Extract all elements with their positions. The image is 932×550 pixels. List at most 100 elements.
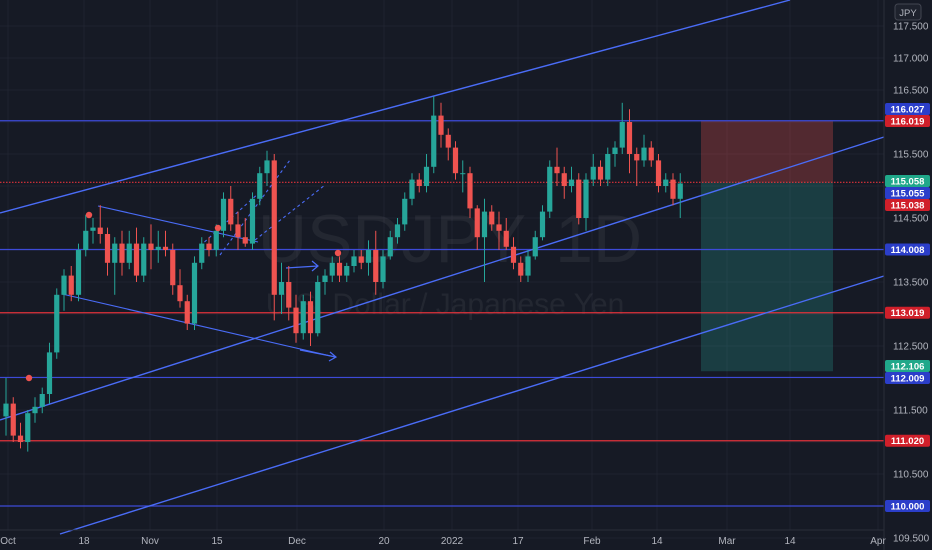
candle-body bbox=[365, 250, 372, 263]
candle-body bbox=[525, 256, 531, 276]
candle-body bbox=[351, 256, 357, 266]
take-profit-zone bbox=[701, 182, 833, 372]
price-badge bbox=[885, 306, 930, 319]
candle-body bbox=[409, 179, 415, 199]
trendline-drawings[interactable] bbox=[0, 0, 885, 535]
candle-body bbox=[677, 183, 683, 199]
price-badge bbox=[885, 360, 930, 372]
price-badge-label: 113.019 bbox=[891, 308, 925, 319]
price-tick-label: 111.500 bbox=[893, 406, 928, 417]
time-tick-label: Nov bbox=[141, 536, 159, 547]
candle-body bbox=[46, 352, 53, 394]
channel-trendline bbox=[59, 275, 885, 535]
time-tick-label: 20 bbox=[378, 536, 390, 547]
position-tool[interactable] bbox=[701, 120, 833, 372]
candle-body bbox=[474, 208, 480, 238]
candle-body bbox=[634, 154, 640, 161]
time-axis[interactable]: Oct 18 Nov 15 Dec 20 2022 17 Feb 14 Mar 14 Apr bbox=[0, 529, 886, 547]
candle-body bbox=[518, 262, 524, 276]
time-tick-label: Mar bbox=[718, 536, 736, 547]
candle-body bbox=[590, 166, 596, 180]
signal-dot bbox=[214, 224, 222, 232]
candle-body bbox=[438, 115, 444, 135]
candle-body bbox=[539, 211, 546, 238]
candle-body bbox=[177, 285, 183, 302]
candles-layer bbox=[3, 96, 683, 452]
time-tick-label: 2022 bbox=[441, 536, 464, 547]
candle-body bbox=[329, 262, 335, 276]
stop-loss-zone bbox=[701, 120, 833, 183]
pattern-trendline bbox=[219, 159, 291, 256]
currency-label-box[interactable]: JPY bbox=[894, 3, 922, 21]
price-badge bbox=[885, 115, 930, 127]
price-badge bbox=[885, 434, 930, 447]
candle-body bbox=[61, 275, 67, 295]
candle-body bbox=[503, 230, 509, 247]
time-tick-label: 15 bbox=[211, 536, 223, 547]
candle-body bbox=[670, 179, 676, 199]
candle-body bbox=[315, 282, 321, 334]
candle-body bbox=[597, 166, 604, 180]
candle-body bbox=[119, 243, 125, 263]
candle-body bbox=[112, 243, 118, 263]
price-badge-label: 112.106 bbox=[891, 361, 925, 372]
candle-body bbox=[162, 246, 169, 250]
candle-body bbox=[264, 160, 270, 174]
time-tick-label: Apr bbox=[870, 536, 886, 547]
candle-body bbox=[619, 122, 625, 148]
price-badge-label: 116.027 bbox=[891, 104, 925, 115]
channel-trendline bbox=[0, 136, 885, 421]
candle-body bbox=[344, 266, 350, 276]
candle-body bbox=[612, 147, 618, 154]
candle-body bbox=[104, 234, 111, 263]
candle-body bbox=[39, 394, 45, 407]
price-badge-label: 115.055 bbox=[891, 188, 926, 199]
candle-body bbox=[663, 179, 669, 186]
candle-body bbox=[481, 211, 488, 238]
price-tick-label: 110.500 bbox=[893, 470, 929, 481]
candle-body bbox=[213, 230, 219, 250]
currency-label: JPY bbox=[899, 8, 917, 19]
price-badge bbox=[885, 372, 930, 384]
candle-body bbox=[307, 301, 314, 334]
price-badge bbox=[885, 187, 930, 199]
price-badge bbox=[885, 175, 930, 187]
time-tick-label: 17 bbox=[512, 536, 524, 547]
time-tick-label: 18 bbox=[78, 536, 90, 547]
candle-body bbox=[561, 173, 567, 186]
candle-body bbox=[54, 294, 60, 353]
price-badge-label: 116.019 bbox=[891, 116, 925, 127]
candle-body bbox=[271, 160, 277, 295]
candle-body bbox=[655, 160, 662, 186]
candle-body bbox=[25, 413, 31, 442]
candle-body bbox=[358, 256, 364, 263]
candle-body bbox=[249, 198, 256, 244]
pattern-trendline bbox=[97, 205, 259, 243]
candle-body bbox=[286, 282, 292, 308]
candle-body bbox=[228, 198, 234, 225]
candle-body bbox=[235, 224, 241, 238]
candle-body bbox=[278, 282, 285, 295]
candle-body bbox=[126, 243, 132, 263]
candle-body bbox=[191, 262, 198, 324]
candle-body bbox=[387, 237, 393, 257]
candle-body bbox=[141, 243, 147, 276]
candle-body bbox=[510, 246, 517, 263]
candle-body bbox=[242, 237, 248, 244]
price-badge-label: 115.058 bbox=[891, 176, 925, 187]
price-badge-label: 112.009 bbox=[891, 373, 925, 384]
candle-body bbox=[336, 262, 343, 276]
candle-body bbox=[402, 198, 408, 225]
price-tick-label: 115.500 bbox=[893, 150, 929, 161]
candle-body bbox=[380, 256, 386, 282]
candle-body bbox=[155, 246, 161, 250]
price-badge-label: 114.008 bbox=[891, 245, 925, 256]
arrow-right bbox=[299, 349, 338, 362]
candle-body bbox=[206, 243, 212, 250]
candle-body bbox=[532, 237, 538, 257]
price-badge-label: 110.000 bbox=[891, 501, 925, 512]
candle-body bbox=[148, 243, 154, 250]
